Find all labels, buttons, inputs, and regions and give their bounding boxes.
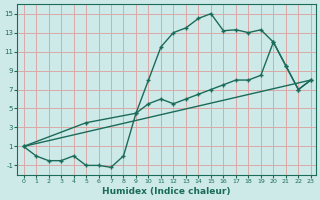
- X-axis label: Humidex (Indice chaleur): Humidex (Indice chaleur): [102, 187, 231, 196]
